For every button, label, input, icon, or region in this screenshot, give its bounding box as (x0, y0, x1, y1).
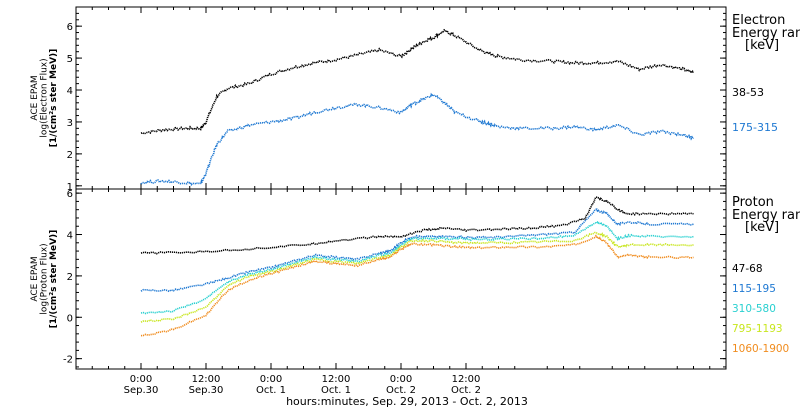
legend-title-line: Energy ran (732, 26, 800, 41)
proton-panel: -2 0 2 4 6 ACE EPAMlog(Proton Flux)[1/(cm²s s… (30, 188, 800, 370)
series-47-68 (140, 196, 694, 255)
y-axis-label-line: ACE EPAM (30, 75, 40, 120)
plot-frame (75, 6, 727, 190)
y-tick-label: 3 (67, 118, 73, 129)
x-tick-time: 0:00 (390, 374, 412, 385)
electron-panel: 1 2 3 4 5 6 ACE EPAMlog(Electron Flux)[1/(cm²s… (30, 6, 800, 193)
x-axis-label: hours:minutes, Sep. 29, 2013 - Oct. 2, 2… (286, 395, 528, 408)
x-tick-time: 0:00 (260, 374, 282, 385)
legend-title-line: [keV] (745, 220, 779, 235)
y-axis-label: ACE EPAMlog(Proton Flux)[1/(cm²s ster Me… (30, 230, 59, 329)
legend-entry: 795-1193 (732, 323, 783, 335)
series-1060-1900 (140, 234, 694, 337)
x-tick-date: Sep.30 (189, 385, 224, 396)
y-axis-label: ACE EPAMlog(Electron Flux)[1/(cm²s ster … (30, 49, 59, 148)
y-axis-label-line: log(Electron Flux) (40, 58, 50, 137)
legend-entry: 115-195 (732, 283, 776, 295)
x-tick-date: Sep.30 (124, 385, 159, 396)
legend-entry: 47-68 (732, 263, 763, 275)
y-tick-label: 4 (67, 86, 73, 97)
y-axis-label-line: [1/(cm²s ster MeV)] (49, 230, 59, 329)
plot-frame (75, 188, 727, 370)
legend-entry: 310-580 (732, 303, 776, 315)
y-tick-label: 2 (67, 150, 73, 161)
x-tick-time: 12:00 (452, 374, 481, 385)
legend-title-line: Energy ran (732, 208, 800, 223)
legend-title-line: Proton (732, 195, 774, 210)
legend-title-line: [keV] (745, 38, 779, 53)
x-tick-time: 0:00 (130, 374, 152, 385)
y-tick-label: -2 (63, 355, 73, 366)
y-tick-label: 4 (67, 231, 73, 242)
legend-entry: 1060-1900 (732, 343, 789, 355)
y-tick-label: 0 (67, 313, 73, 324)
series-795-1193 (140, 231, 694, 323)
legend-entry: 175-315 (732, 121, 778, 134)
y-tick-label: 6 (67, 22, 73, 33)
y-axis-label-line: [1/(cm²s ster MeV)] (49, 49, 59, 148)
x-tick-date: Oct. 2 (386, 385, 416, 396)
legend-entry: 38-53 (732, 86, 764, 99)
y-tick-label: 2 (67, 272, 73, 283)
x-tick-time: 12:00 (322, 374, 351, 385)
series-310-580 (140, 220, 694, 315)
y-axis-label-line: log(Proton Flux) (40, 243, 50, 314)
y-tick-label: 6 (67, 189, 73, 200)
y-tick-label: 5 (67, 54, 73, 65)
series-175-315 (140, 92, 694, 186)
x-tick-date: Oct. 1 (256, 385, 286, 396)
x-tick-time: 12:00 (192, 374, 221, 385)
y-tick-label: 1 (67, 182, 73, 193)
y-axis-label-line: ACE EPAM (30, 256, 40, 301)
series-115-195 (140, 208, 694, 293)
series-38-53 (140, 28, 695, 135)
legend-title-line: Electron (732, 13, 785, 28)
x-tick-date: Oct. 1 (321, 385, 351, 396)
x-tick-date: Oct. 2 (451, 385, 481, 396)
